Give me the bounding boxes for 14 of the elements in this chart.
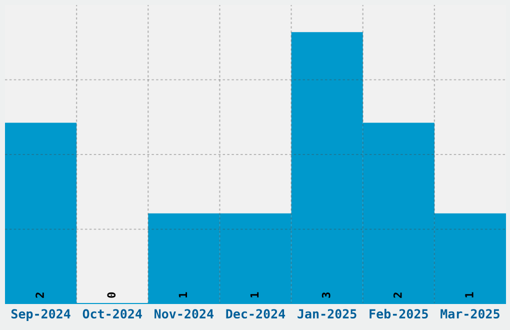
x-tick-label: Jan-2025 [298,309,356,319]
x-tick-label: Nov-2024 [154,309,214,319]
x-tick-label: Sep-2024 [11,309,70,321]
data-label: 1 [465,292,474,298]
data-label: 2 [36,292,44,298]
x-tick-label: Feb-2025 [370,308,428,319]
data-label: 1 [178,292,187,298]
data-label: 2 [393,292,402,298]
x-tick-label: Mar-2025 [440,309,500,319]
data-label: 0 [107,292,116,298]
data-label: 1 [250,292,259,298]
x-tick-label: Oct-2024 [82,309,142,319]
data-label: 3 [322,292,330,298]
x-tick-label: Dec-2024 [226,309,286,319]
